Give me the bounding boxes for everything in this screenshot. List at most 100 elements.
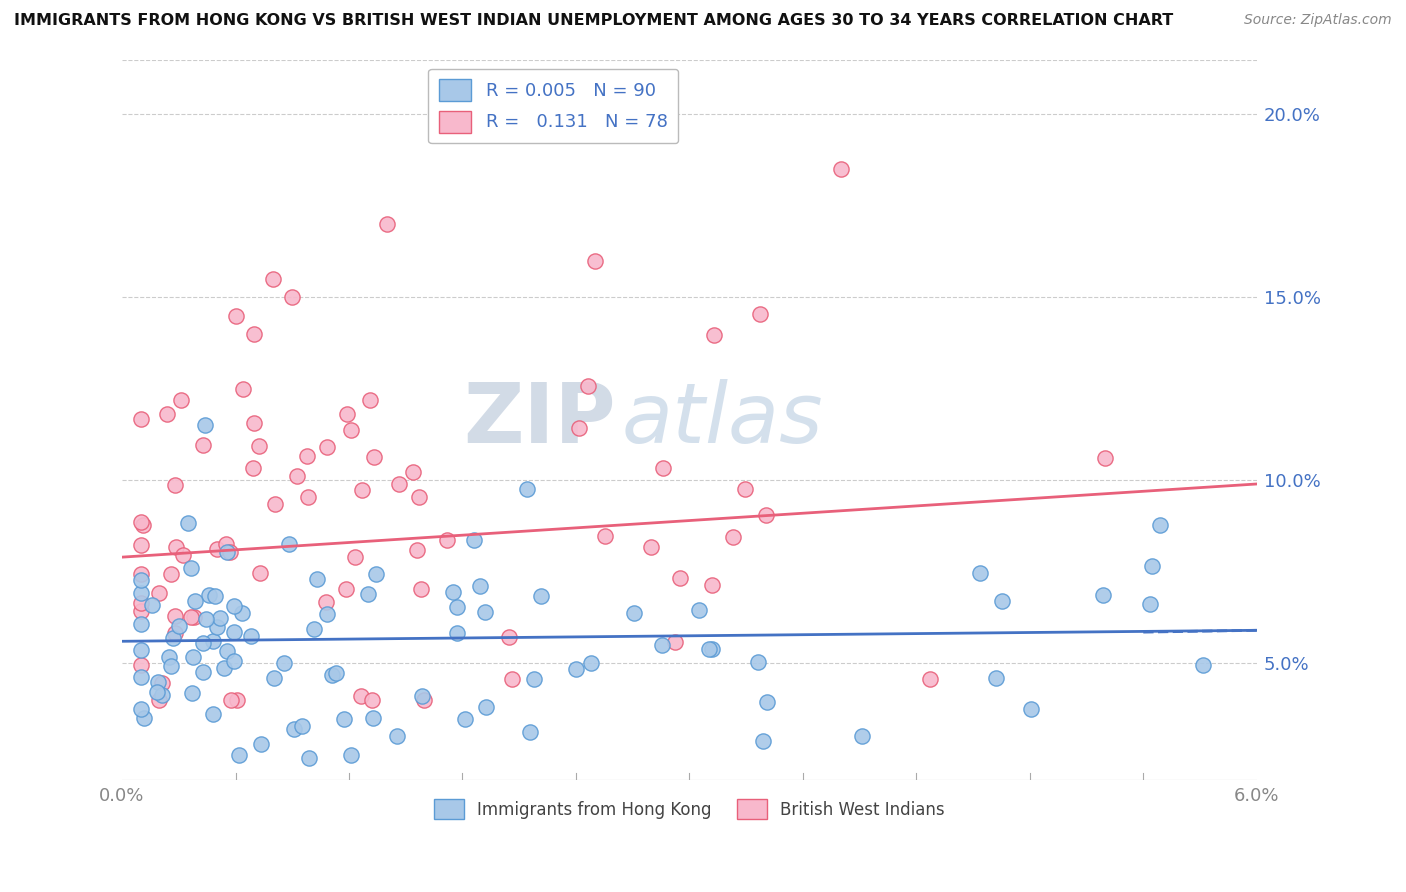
Point xyxy=(132,517,155,532)
Point xyxy=(177,516,200,530)
Point xyxy=(747,655,769,669)
Point xyxy=(652,461,675,475)
Point xyxy=(990,593,1012,607)
Point xyxy=(264,497,287,511)
Point xyxy=(224,624,246,639)
Point xyxy=(226,693,249,707)
Text: IMMIGRANTS FROM HONG KONG VS BRITISH WEST INDIAN UNEMPLOYMENT AMONG AGES 30 TO 3: IMMIGRANTS FROM HONG KONG VS BRITISH WES… xyxy=(14,13,1174,29)
Point xyxy=(242,416,264,430)
Point xyxy=(315,595,337,609)
Point xyxy=(519,725,541,739)
Point xyxy=(156,407,179,421)
Point xyxy=(411,689,433,703)
Point xyxy=(160,659,183,673)
Y-axis label: Unemployment Among Ages 30 to 34 years: Unemployment Among Ages 30 to 34 years xyxy=(0,238,8,602)
Point xyxy=(129,538,152,552)
Point xyxy=(129,412,152,426)
Point xyxy=(129,643,152,657)
Point xyxy=(453,712,475,726)
Point xyxy=(474,605,496,619)
Point xyxy=(148,586,170,600)
Point xyxy=(222,655,245,669)
Point xyxy=(470,579,492,593)
Point xyxy=(160,567,183,582)
Point xyxy=(315,607,337,621)
Point xyxy=(181,686,204,700)
Point xyxy=(129,701,152,715)
Point xyxy=(181,649,204,664)
Point xyxy=(207,620,229,634)
Point xyxy=(198,587,221,601)
Point xyxy=(166,540,188,554)
Point xyxy=(352,483,374,497)
Point xyxy=(1139,597,1161,611)
Point xyxy=(851,730,873,744)
Point xyxy=(412,693,434,707)
Point xyxy=(170,393,193,408)
Point xyxy=(278,536,301,550)
Point xyxy=(247,439,270,453)
Point xyxy=(250,737,273,751)
Point xyxy=(564,662,586,676)
Point xyxy=(446,626,468,640)
Point xyxy=(664,635,686,649)
Point xyxy=(1019,702,1042,716)
Point xyxy=(129,669,152,683)
Point xyxy=(283,722,305,736)
Point xyxy=(1149,517,1171,532)
Point xyxy=(501,672,523,686)
Point xyxy=(361,711,384,725)
Point xyxy=(325,665,347,680)
Point xyxy=(463,533,485,547)
Point xyxy=(228,747,250,762)
Point xyxy=(340,747,363,762)
Point xyxy=(1140,558,1163,573)
Point xyxy=(688,603,710,617)
Point xyxy=(148,693,170,707)
Point xyxy=(191,635,214,649)
Legend: Immigrants from Hong Kong, British West Indians: Immigrants from Hong Kong, British West … xyxy=(427,792,952,826)
Point xyxy=(474,700,496,714)
Point xyxy=(752,734,775,748)
Text: Source: ZipAtlas.com: Source: ZipAtlas.com xyxy=(1244,13,1392,28)
Point xyxy=(148,675,170,690)
Point xyxy=(219,545,242,559)
Point xyxy=(191,438,214,452)
Point xyxy=(357,586,380,600)
Point xyxy=(409,582,432,597)
Point xyxy=(530,589,553,603)
Point xyxy=(332,712,354,726)
Point xyxy=(918,673,941,687)
Point xyxy=(581,656,603,670)
Point xyxy=(129,567,152,582)
Point xyxy=(150,688,173,702)
Point xyxy=(207,541,229,556)
Point xyxy=(651,638,673,652)
Point xyxy=(285,468,308,483)
Point xyxy=(498,630,520,644)
Point xyxy=(830,162,852,177)
Point xyxy=(700,578,723,592)
Point xyxy=(202,634,225,648)
Point xyxy=(297,490,319,504)
Point xyxy=(734,482,756,496)
Point xyxy=(1192,657,1215,672)
Point xyxy=(262,272,284,286)
Point xyxy=(162,632,184,646)
Point xyxy=(640,541,662,555)
Point xyxy=(129,596,152,610)
Point xyxy=(129,658,152,673)
Point xyxy=(232,382,254,396)
Point xyxy=(291,718,314,732)
Point xyxy=(340,423,363,437)
Point xyxy=(141,599,163,613)
Point xyxy=(163,477,186,491)
Point xyxy=(984,671,1007,685)
Point xyxy=(129,604,152,618)
Point xyxy=(360,392,382,407)
Point xyxy=(755,508,778,522)
Point xyxy=(1094,450,1116,465)
Point xyxy=(402,465,425,479)
Point xyxy=(436,533,458,547)
Point xyxy=(297,449,319,463)
